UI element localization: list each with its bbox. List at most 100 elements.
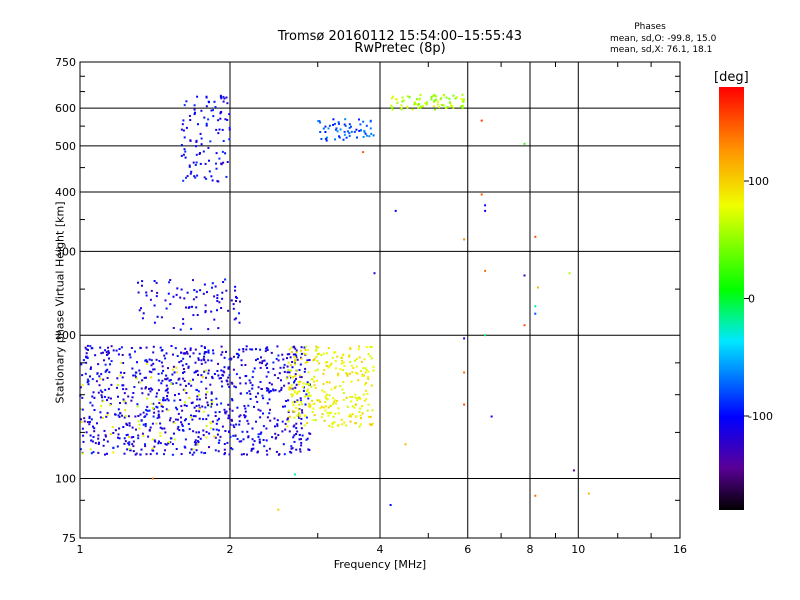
echo-point	[197, 373, 199, 376]
echo-point	[316, 399, 319, 402]
echo-point	[287, 361, 290, 364]
echo-point	[209, 383, 212, 386]
echo-point	[389, 504, 392, 506]
echo-point	[356, 372, 359, 375]
echo-point	[181, 425, 184, 427]
echo-point	[112, 451, 115, 454]
echo-point	[300, 427, 303, 430]
echo-point	[280, 388, 283, 391]
echo-point	[335, 127, 338, 130]
echo-point	[253, 440, 256, 443]
echo-point	[183, 104, 186, 107]
echo-point	[430, 98, 433, 101]
echo-point	[176, 355, 179, 357]
echo-point	[285, 377, 288, 380]
echo-point	[210, 405, 213, 408]
echo-point	[284, 422, 287, 425]
echo-point	[195, 306, 198, 309]
echo-point	[435, 98, 437, 101]
y-tick-label: 600	[55, 102, 76, 115]
echo-point	[82, 434, 85, 437]
echo-point	[142, 411, 145, 414]
echo-point	[138, 369, 141, 372]
echo-point	[160, 372, 163, 375]
echo-point	[197, 357, 200, 360]
echo-point	[228, 358, 231, 361]
echo-point	[188, 164, 191, 167]
echo-point	[188, 396, 191, 399]
echo-point	[161, 410, 164, 413]
echo-point	[204, 311, 207, 314]
echo-point	[326, 398, 329, 401]
echo-point	[189, 172, 192, 175]
echo-point	[123, 452, 126, 455]
echo-point	[179, 328, 182, 331]
echo-point	[202, 150, 205, 153]
echo-point	[298, 413, 301, 416]
echo-point	[262, 397, 265, 400]
echo-point	[172, 327, 175, 329]
echo-point	[461, 105, 464, 108]
echo-point	[354, 403, 357, 406]
echo-point	[358, 425, 361, 428]
echo-point	[153, 411, 156, 414]
echo-point	[307, 388, 310, 391]
echo-point	[157, 389, 160, 392]
echo-point	[350, 380, 353, 383]
echo-point	[345, 424, 348, 427]
echo-point	[180, 360, 183, 363]
echo-point	[327, 414, 330, 417]
echo-point	[269, 390, 272, 393]
echo-point	[282, 405, 284, 408]
echo-point	[341, 423, 344, 426]
echo-point	[163, 354, 166, 357]
echo-point	[191, 453, 194, 456]
echo-point	[306, 349, 309, 352]
echo-point	[333, 386, 336, 389]
echo-point	[182, 129, 185, 132]
echo-point	[290, 386, 293, 389]
echo-point	[257, 436, 260, 438]
echo-point	[328, 124, 331, 127]
echo-point	[294, 353, 297, 356]
echo-point	[286, 353, 289, 356]
echo-point	[205, 396, 207, 399]
echo-point	[289, 356, 292, 359]
echo-point	[222, 374, 225, 377]
echo-point	[358, 118, 360, 121]
echo-point	[309, 404, 312, 407]
echo-point	[155, 295, 158, 298]
echo-point	[170, 345, 173, 347]
echo-point	[216, 403, 219, 406]
echo-point	[272, 389, 275, 392]
echo-point	[318, 362, 321, 365]
echo-point	[249, 381, 252, 384]
echo-point	[102, 416, 104, 419]
echo-point	[224, 411, 226, 414]
echo-point	[155, 422, 158, 425]
echo-point	[204, 361, 207, 364]
echo-point	[167, 409, 170, 412]
echo-point	[223, 366, 226, 369]
echo-point	[332, 422, 335, 425]
echo-point	[322, 372, 325, 375]
echo-point	[119, 402, 121, 404]
echo-point	[194, 443, 197, 446]
echo-point	[352, 367, 355, 369]
echo-point	[228, 417, 231, 420]
echo-point	[334, 385, 337, 388]
echo-point	[109, 363, 111, 366]
echo-point	[337, 412, 340, 415]
echo-point	[198, 417, 201, 420]
echo-point	[433, 93, 436, 96]
echo-point	[312, 403, 315, 405]
echo-point	[108, 371, 111, 374]
echo-point	[283, 384, 286, 387]
echo-point	[152, 402, 155, 405]
echo-point	[88, 415, 91, 418]
echo-point	[123, 400, 126, 403]
echo-point	[185, 176, 187, 179]
echo-point	[134, 374, 137, 377]
echo-point	[185, 392, 188, 394]
